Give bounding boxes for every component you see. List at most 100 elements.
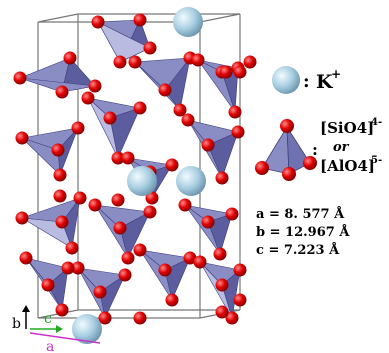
tetrahedron-face (134, 61, 181, 111)
legend-potassium-colon: : (303, 71, 310, 92)
oxygen-atom (165, 293, 179, 307)
oxygen-atom (143, 205, 157, 219)
legend-potassium: : K + (272, 66, 341, 94)
oxygen-atom (128, 55, 142, 69)
oxygen-atom (233, 65, 247, 79)
lattice-param-c: c = 7.223 Å (256, 242, 340, 258)
oxygen-atom (81, 91, 95, 105)
oxygen-atom (61, 261, 75, 275)
oxygen-atom (15, 131, 29, 145)
lattice-param-a: a = 8. 577 Å (256, 206, 345, 222)
tetrahedron-face (19, 77, 96, 93)
oxygen-atom (55, 85, 69, 99)
oxygen-atom (51, 143, 65, 157)
legend-tetrahedron-colon: : (312, 140, 318, 159)
oxygen-atom (63, 51, 77, 65)
oxygen-atom (19, 251, 33, 265)
oxygen-atom (88, 198, 102, 212)
oxygen-atom (228, 105, 242, 119)
oxygen-atom (173, 103, 187, 117)
axis-b-arrowhead (22, 305, 30, 312)
axis-a-label: a (46, 339, 54, 353)
legend-oxygen (255, 161, 269, 175)
legend-alo4-formula: [AlO4] (320, 157, 375, 175)
axes-indicator: b c a (12, 305, 101, 353)
oxygen-atom (215, 278, 229, 292)
oxygen-atom (158, 263, 172, 277)
oxygen-atom (133, 101, 147, 115)
oxygen-atom (183, 251, 197, 265)
oxygen-atom (225, 311, 239, 325)
tetrahedron-face (77, 267, 106, 319)
oxygen-atom (178, 198, 192, 212)
oxygen-atom (93, 285, 107, 299)
oxygen-atom (88, 79, 102, 93)
axis-a-arrow (29, 332, 101, 344)
oxygen-atom (201, 138, 215, 152)
oxygen-atom (193, 255, 207, 269)
oxygen-atom (103, 111, 117, 125)
oxygen-atom (121, 251, 135, 265)
legend-oxygen (282, 167, 296, 181)
oxygen-atom (133, 243, 147, 257)
tetrahedron-face (94, 204, 129, 259)
oxygen-atom (243, 55, 257, 69)
oxygen-atom (158, 83, 172, 97)
legend-oxygen (280, 119, 294, 133)
potassium-ion (173, 7, 203, 37)
oxygen-atom (113, 55, 127, 69)
oxygen-atom (215, 305, 229, 319)
oxygen-atom (91, 15, 105, 29)
potassium-ion (176, 166, 206, 196)
legend-tetrahedron: : [SiO4] 4- or [AlO4] 5- (255, 117, 382, 181)
oxygen-atom (71, 261, 85, 275)
oxygen-atom (53, 168, 67, 182)
oxygen-atom (71, 121, 85, 135)
oxygen-atom (73, 191, 87, 205)
oxygen-atom (113, 221, 127, 235)
tetrahedron-face (197, 59, 236, 113)
oxygen-atom (65, 241, 79, 255)
oxygen-atoms (13, 13, 257, 325)
oxygen-atom (191, 53, 205, 67)
oxygen-atom (41, 278, 55, 292)
tetrahedra-framework (19, 19, 241, 319)
oxygen-atom (121, 151, 135, 165)
legend-oxygen (303, 156, 317, 170)
oxygen-atom (219, 65, 233, 79)
legend-sio4-charge: 4- (371, 117, 382, 128)
oxygen-atom (111, 193, 125, 207)
oxygen-atom (233, 263, 247, 277)
oxygen-atom (133, 13, 147, 27)
oxygen-atom (133, 311, 147, 325)
axis-c-arrowhead (56, 325, 63, 333)
oxygen-atom (98, 311, 112, 325)
oxygen-atom (55, 215, 69, 229)
oxygen-atom (215, 171, 229, 185)
potassium-ion (127, 166, 157, 196)
oxygen-atom (181, 113, 195, 127)
oxygen-atom (225, 207, 239, 221)
oxygen-atom (213, 247, 227, 261)
oxygen-atom (118, 268, 132, 282)
oxygen-atom (15, 211, 29, 225)
legend-or-word: or (333, 140, 350, 155)
oxygen-atom (55, 303, 69, 317)
oxygen-atom (201, 215, 215, 229)
legend-sio4-formula: [SiO4] (320, 119, 374, 137)
oxygen-atom (143, 41, 157, 55)
oxygen-atom (145, 191, 159, 205)
tetrahedron-face (21, 137, 61, 176)
oxygen-atom (13, 71, 27, 85)
tetrahedron-face (87, 97, 119, 159)
legend-potassium-sphere (272, 66, 300, 94)
tetrahedron-face (184, 204, 221, 255)
legend-potassium-symbol: K (316, 71, 334, 93)
potassium-ions (72, 7, 206, 344)
legend-potassium-charge: + (331, 67, 341, 81)
legend-alo4-charge: 5- (371, 155, 382, 166)
tetrahedron-face (199, 261, 233, 319)
oxygen-atom (53, 189, 67, 203)
axis-b-label: b (12, 316, 21, 332)
